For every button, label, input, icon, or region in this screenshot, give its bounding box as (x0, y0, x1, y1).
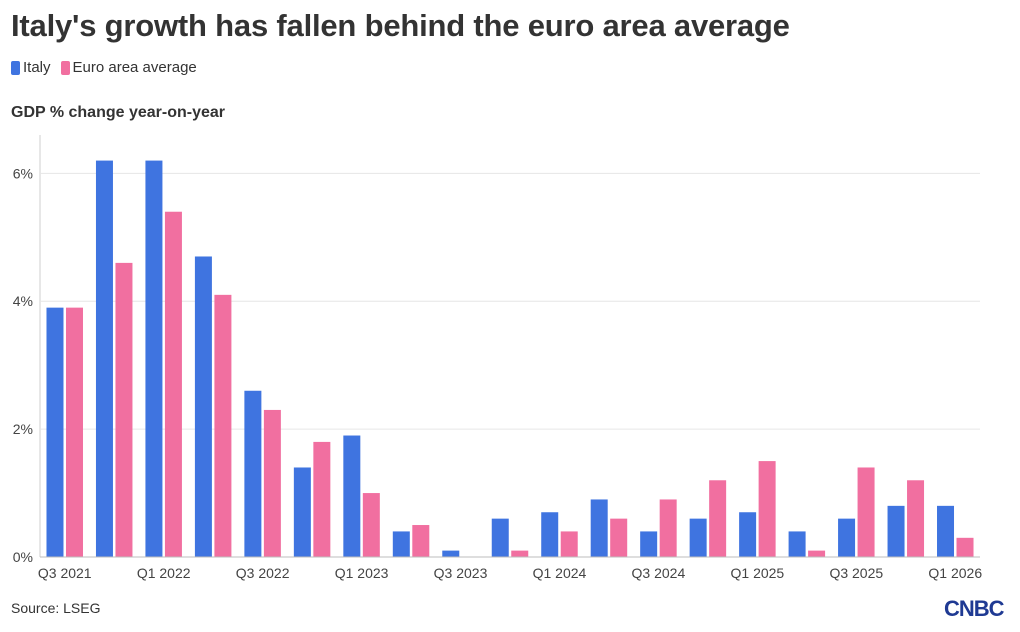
bar-italy (838, 518, 856, 557)
bar-italy (392, 531, 410, 557)
bar-euro-area (659, 499, 677, 557)
chart-title: Italy's growth has fallen behind the eur… (11, 8, 790, 43)
bar-euro-area (115, 262, 133, 557)
x-tick-label: Q3 2024 (632, 565, 686, 581)
bar-italy (95, 160, 113, 558)
bar-euro-area (362, 493, 380, 557)
legend: Italy Euro area average (11, 59, 207, 76)
legend-swatch-euro-area (60, 60, 70, 75)
legend-swatch-italy (11, 60, 20, 75)
bar-italy (491, 518, 509, 557)
x-tick-label: Q1 2024 (533, 565, 587, 581)
bar-euro-area (610, 518, 628, 557)
x-tick-label: Q1 2022 (137, 565, 191, 581)
x-tick-label: Q1 2026 (928, 565, 982, 581)
bar-italy (244, 390, 262, 557)
legend-item-euro-area: Euro area average (60, 59, 197, 76)
y-tick-label: 2% (13, 421, 33, 437)
bar-euro-area (263, 409, 281, 557)
source-note: Source: LSEG (11, 600, 101, 616)
bar-italy (937, 505, 955, 557)
bar-euro-area (214, 294, 232, 557)
bar-euro-area (313, 441, 331, 557)
legend-item-italy: Italy (11, 59, 51, 76)
y-tick-label: 4% (13, 293, 33, 309)
bar-italy (788, 531, 806, 557)
y-tick-label: 0% (13, 549, 33, 565)
bar-euro-area (412, 525, 430, 557)
x-tick-label: Q3 2023 (434, 565, 488, 581)
bar-euro-area (511, 550, 529, 557)
bar-euro-area (808, 550, 826, 557)
bar-italy (541, 512, 559, 557)
x-tick-label: Q3 2025 (829, 565, 883, 581)
legend-label-italy: Italy (23, 59, 51, 76)
bar-italy (194, 256, 212, 557)
x-tick-label: Q1 2025 (731, 565, 785, 581)
bar-italy (343, 435, 361, 557)
bar-italy (590, 499, 608, 557)
bar-euro-area (758, 461, 776, 557)
cnbc-logo: CNBC (944, 596, 1005, 621)
bar-italy (739, 512, 757, 557)
bar-italy (145, 160, 163, 558)
x-tick-label: Q3 2022 (236, 565, 290, 581)
bar-euro-area (164, 211, 182, 557)
bar-italy (887, 505, 905, 557)
y-tick-label: 6% (13, 165, 33, 181)
bar-italy (46, 307, 64, 557)
bar-euro-area (956, 537, 974, 557)
bar-euro-area (709, 480, 727, 557)
chart-subtitle: GDP % change year-on-year (11, 104, 226, 121)
bar-italy (640, 531, 658, 557)
bar-italy (293, 467, 311, 557)
bar-chart: 0% 2% 4% 6% Q3 2021 Q1 2022 Q3 2022 Q1 2023 Q3 2… (13, 135, 982, 581)
bar-euro-area (560, 531, 578, 557)
x-tick-label: Q1 2023 (335, 565, 389, 581)
bar-euro-area (857, 467, 875, 557)
bar-italy (689, 518, 707, 557)
bar-euro-area (907, 480, 925, 557)
bar-euro-area (65, 307, 83, 557)
bar-italy (442, 550, 460, 557)
x-tick-label: Q3 2021 (38, 565, 92, 581)
legend-label-euro-area: Euro area average (72, 59, 197, 76)
